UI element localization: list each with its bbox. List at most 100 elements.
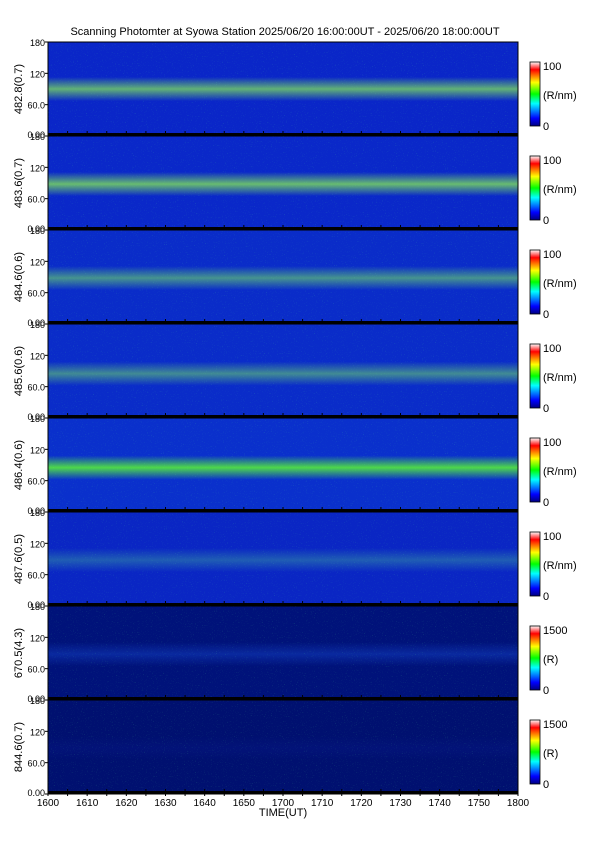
y-tick-label: 120 [30, 727, 45, 737]
colorbar [529, 249, 541, 315]
y-tick-label: 0.00 [27, 412, 45, 422]
colorbar [529, 61, 541, 127]
x-tick-label: 1710 [311, 798, 334, 809]
y-tick-label: 0.00 [27, 130, 45, 140]
colorbar-min-label: 0 [543, 121, 549, 133]
colorbar-unit: (R/nm) [543, 90, 577, 102]
x-tick-label: 1650 [233, 798, 256, 809]
colorbar-max-label: 100 [543, 531, 561, 543]
panel-485.6(0.6): 0.00 60.0 120 180 485.6(0.6) 100 (R/nm) 0 [13, 320, 577, 422]
colorbar [529, 437, 541, 503]
panel-484.6(0.6): 0.00 60.0 120 180 484.6(0.6) 100 (R/nm) 0 [13, 226, 577, 328]
panel-844.6(0.7): 0.00 60.0 120 180 844.6(0.7) 1500 (R) 0 [13, 696, 567, 798]
y-tick-label: 120 [30, 69, 45, 79]
panel-ylabel: 844.6(0.7) [13, 722, 25, 772]
y-tick-label: 0.00 [27, 224, 45, 234]
y-tick-label: 120 [30, 163, 45, 173]
colorbar [529, 625, 541, 691]
y-tick-label: 180 [30, 132, 45, 142]
panel-ylabel: 485.6(0.6) [13, 346, 25, 396]
noise-overlay [48, 42, 518, 136]
y-tick-label: 0.00 [27, 788, 45, 798]
colorbar-unit: (R/nm) [543, 184, 577, 196]
colorbar-unit: (R) [543, 654, 558, 666]
colorbar-min-label: 0 [543, 591, 549, 603]
colorbar [529, 719, 541, 785]
x-tick-label: 1720 [350, 798, 373, 809]
y-tick-label: 180 [30, 414, 45, 424]
colorbar-min-label: 0 [543, 779, 549, 791]
panel-487.6(0.5): 0.00 60.0 120 180 487.6(0.5) 100 (R/nm) 0 [13, 508, 577, 610]
colorbar-max-label: 100 [543, 343, 561, 355]
x-tick-label: 1730 [389, 798, 412, 809]
colorbar [529, 531, 541, 597]
y-tick-label: 60.0 [27, 477, 45, 487]
y-tick-label: 120 [30, 257, 45, 267]
x-tick-label: 1630 [154, 798, 177, 809]
noise-overlay [48, 230, 518, 324]
noise-overlay [48, 700, 518, 794]
x-tick-label: 1700 [272, 798, 295, 809]
y-tick-label: 0.00 [27, 506, 45, 516]
colorbar-min-label: 0 [543, 685, 549, 697]
colorbar-min-label: 0 [543, 403, 549, 415]
y-tick-label: 180 [30, 602, 45, 612]
x-tick-label: 1620 [115, 798, 138, 809]
panel-670.5(4.3): 0.00 60.0 120 180 670.5(4.3) 1500 (R) 0 [13, 602, 567, 704]
colorbar-min-label: 0 [543, 215, 549, 227]
y-tick-label: 180 [30, 38, 45, 48]
y-tick-label: 0.00 [27, 600, 45, 610]
noise-overlay [48, 136, 518, 230]
x-tick-label: 1610 [76, 798, 99, 809]
x-axis-label: TIME(UT) [259, 807, 307, 819]
x-tick-label: 1640 [194, 798, 217, 809]
y-tick-label: 180 [30, 508, 45, 518]
y-tick-label: 60.0 [27, 289, 45, 299]
colorbar-max-label: 1500 [543, 625, 567, 637]
x-tick-label: 1750 [468, 798, 491, 809]
panel-483.6(0.7): 0.00 60.0 120 180 483.6(0.7) 100 (R/nm) 0 [13, 132, 577, 234]
y-tick-label: 120 [30, 633, 45, 643]
colorbar [529, 155, 541, 221]
y-tick-label: 60.0 [27, 383, 45, 393]
noise-overlay [48, 606, 518, 700]
noise-overlay [48, 512, 518, 606]
y-tick-label: 0.00 [27, 318, 45, 328]
x-tick-label: 1600 [37, 798, 60, 809]
colorbar-unit: (R/nm) [543, 278, 577, 290]
panel-ylabel: 670.5(4.3) [13, 628, 25, 678]
panel-486.4(0.6): 0.00 60.0 120 180 486.4(0.6) 100 (R/nm) 0 [13, 414, 577, 516]
colorbar [529, 343, 541, 409]
y-tick-label: 60.0 [27, 101, 45, 111]
colorbar-max-label: 100 [543, 61, 561, 73]
colorbar-min-label: 0 [543, 497, 549, 509]
colorbar-unit: (R) [543, 748, 558, 760]
colorbar-min-label: 0 [543, 309, 549, 321]
y-tick-label: 120 [30, 351, 45, 361]
colorbar-max-label: 100 [543, 437, 561, 449]
noise-overlay [48, 324, 518, 418]
panel-ylabel: 486.4(0.6) [13, 440, 25, 490]
colorbar-unit: (R/nm) [543, 560, 577, 572]
panel-ylabel: 487.6(0.5) [13, 534, 25, 584]
x-tick-label: 1740 [429, 798, 452, 809]
noise-overlay [48, 418, 518, 512]
y-tick-label: 180 [30, 696, 45, 706]
colorbar-max-label: 100 [543, 249, 561, 261]
colorbar-max-label: 1500 [543, 719, 567, 731]
panel-482.8(0.7): 0.00 60.0 120 180 482.8(0.7) 100 (R/nm) 0 [13, 38, 577, 140]
y-tick-label: 0.00 [27, 694, 45, 704]
y-tick-label: 60.0 [27, 665, 45, 675]
y-tick-label: 60.0 [27, 759, 45, 769]
y-tick-label: 60.0 [27, 571, 45, 581]
x-tick-label: 1800 [507, 798, 530, 809]
y-tick-label: 180 [30, 226, 45, 236]
y-tick-label: 180 [30, 320, 45, 330]
y-tick-label: 120 [30, 539, 45, 549]
y-tick-label: 60.0 [27, 195, 45, 205]
chart-title: Scanning Photomter at Syowa Station 2025… [70, 26, 500, 38]
y-tick-label: 120 [30, 445, 45, 455]
colorbar-max-label: 100 [543, 155, 561, 167]
colorbar-unit: (R/nm) [543, 466, 577, 478]
